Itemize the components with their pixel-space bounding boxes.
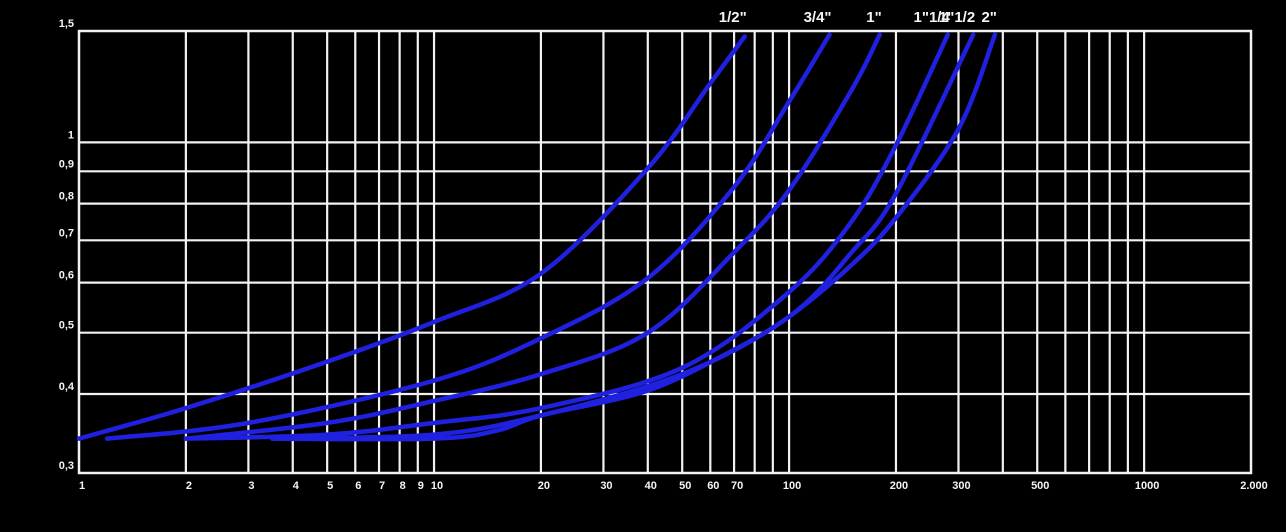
y-tick-label: 0,8 <box>59 191 74 203</box>
series-label-5: 2" <box>981 9 996 26</box>
series-line-1 <box>104 32 832 441</box>
x-tick-label: 1000 <box>1135 480 1159 492</box>
y-tick-label: 0,5 <box>59 320 74 332</box>
x-tick-label: 300 <box>952 480 970 492</box>
x-tick-labels: 1 2 3 4 5 6 7 8 9 10 20 30 40 50 60 70 100 200 300 500 1000 2… <box>79 480 1268 492</box>
y-tick-label: 0,3 <box>59 460 74 472</box>
series-line-0 <box>76 34 747 441</box>
x-tick-label: 4 <box>293 480 300 492</box>
x-tick-label: 70 <box>731 480 743 492</box>
plot-frame <box>77 29 1253 475</box>
x-tick-label: 100 <box>783 480 801 492</box>
y-tick-label: 0,7 <box>59 227 74 239</box>
x-tick-label: 50 <box>679 480 691 492</box>
x-tick-label: 7 <box>379 480 385 492</box>
y-tick-label: 1,5 <box>59 18 74 30</box>
series-label-1: 3/4" <box>804 9 832 26</box>
x-tick-label: 2 <box>186 480 192 492</box>
x-tick-label: 8 <box>400 480 406 492</box>
x-tick-label: 30 <box>600 480 612 492</box>
x-tick-label: 40 <box>645 480 657 492</box>
y-tick-label: 0,9 <box>59 158 74 170</box>
x-tick-label: 200 <box>890 480 908 492</box>
x-tick-label: 1 <box>79 480 85 492</box>
x-tick-label: 3 <box>248 480 254 492</box>
series-labels: 1/2" 3/4" 1" 1"1/41"1/2 2" <box>719 9 997 26</box>
x-tick-label: 60 <box>707 480 719 492</box>
x-tick-label: 2.000 <box>1240 480 1268 492</box>
y-tick-label: 1 <box>68 129 74 141</box>
series-line-2 <box>183 32 882 441</box>
series-label-0: 1/2" <box>719 9 747 26</box>
series-label-2: 1" <box>866 9 881 26</box>
y-tick-label: 0,4 <box>59 381 75 393</box>
y-tick-labels: 0,3 0,4 0,5 0,6 0,7 0,8 0,9 1 1,5 <box>59 18 75 472</box>
series-label-4: 1"1/2 <box>939 9 975 26</box>
y-gridlines <box>79 141 1251 396</box>
x-tick-label: 6 <box>355 480 361 492</box>
x-tick-label: 500 <box>1031 480 1049 492</box>
x-tick-label: 10 <box>431 480 443 492</box>
x-tick-label: 9 <box>418 480 424 492</box>
x-gridlines <box>184 31 1146 473</box>
x-tick-label: 5 <box>327 480 333 492</box>
x-tick-label: 20 <box>538 480 550 492</box>
series-line-5 <box>269 32 998 442</box>
y-tick-label: 0,6 <box>59 270 74 282</box>
series-line-3 <box>183 32 951 441</box>
series-label-3: 1"1/4 <box>914 9 951 26</box>
series-lines <box>76 32 998 442</box>
